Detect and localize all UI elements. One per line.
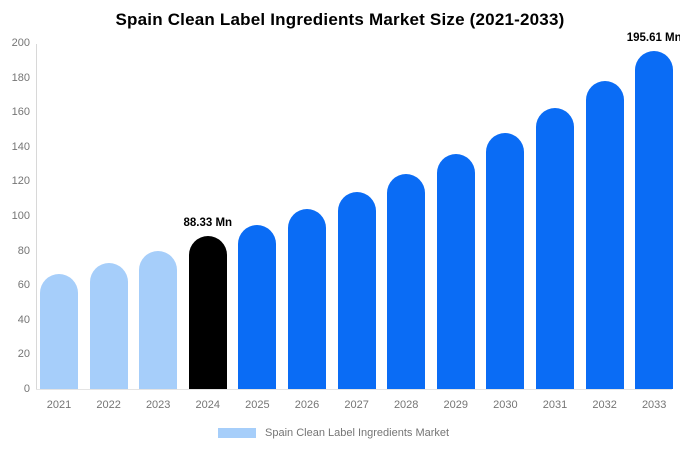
- x-tick-label-2026: 2026: [294, 399, 320, 411]
- y-tick-label: 200: [11, 37, 30, 49]
- bar-2028[interactable]: [387, 174, 426, 389]
- bar-2023[interactable]: [139, 251, 178, 389]
- y-tick-label: 40: [17, 313, 30, 326]
- bar-2027[interactable]: [337, 192, 376, 389]
- x-tick-label-2031: 2031: [542, 399, 568, 411]
- x-tick-label-2025: 2025: [245, 399, 270, 411]
- y-tick-label: 100: [11, 210, 30, 222]
- x-tick-label-2033: 2033: [641, 399, 667, 411]
- x-tick-label-2021: 2021: [46, 399, 72, 411]
- legend-swatch: [218, 428, 256, 438]
- bar-2026[interactable]: [288, 209, 326, 389]
- bar-2029[interactable]: [436, 153, 475, 389]
- y-tick-label: 180: [11, 71, 30, 84]
- bar-2022[interactable]: [89, 262, 128, 389]
- x-axis-line: [36, 389, 672, 390]
- x-tick-label-2022: 2022: [96, 399, 121, 411]
- bar-2030[interactable]: [486, 132, 525, 389]
- x-tick-label-2029: 2029: [443, 399, 469, 411]
- legend: Spain Clean Label Ingredients Market: [218, 427, 449, 439]
- bar-2021[interactable]: [40, 274, 78, 389]
- y-tick-label: 120: [11, 175, 30, 188]
- y-tick-label: 140: [11, 140, 30, 153]
- y-tick-label: 60: [17, 279, 30, 292]
- x-tick-label-2027: 2027: [344, 399, 369, 411]
- bar-2025[interactable]: [238, 224, 277, 389]
- legend-label: Spain Clean Label Ingredients Market: [265, 427, 450, 439]
- y-tick-label: 20: [17, 348, 30, 361]
- y-tick-label: 160: [11, 106, 30, 119]
- y-tick-label: 80: [17, 244, 30, 257]
- value-label-2033: 195.61 Mn: [626, 31, 680, 44]
- x-tick-label-2023: 2023: [145, 399, 171, 411]
- bar-2032[interactable]: [585, 81, 624, 389]
- x-tick-label-2032: 2032: [592, 399, 617, 411]
- x-tick-label-2030: 2030: [493, 399, 518, 411]
- value-label-2024: 88.33 Mn: [183, 217, 233, 230]
- x-tick-label-2028: 2028: [393, 399, 419, 411]
- bar-2024[interactable]: [188, 236, 227, 389]
- bar-2031[interactable]: [536, 107, 574, 389]
- bar-2033[interactable]: [635, 50, 674, 389]
- x-tick-label-2024: 2024: [195, 399, 221, 411]
- y-tick-label: 0: [23, 383, 30, 395]
- chart-title: Spain Clean Label Ingredients Market Siz…: [115, 10, 565, 29]
- y-axis-line: [36, 44, 37, 389]
